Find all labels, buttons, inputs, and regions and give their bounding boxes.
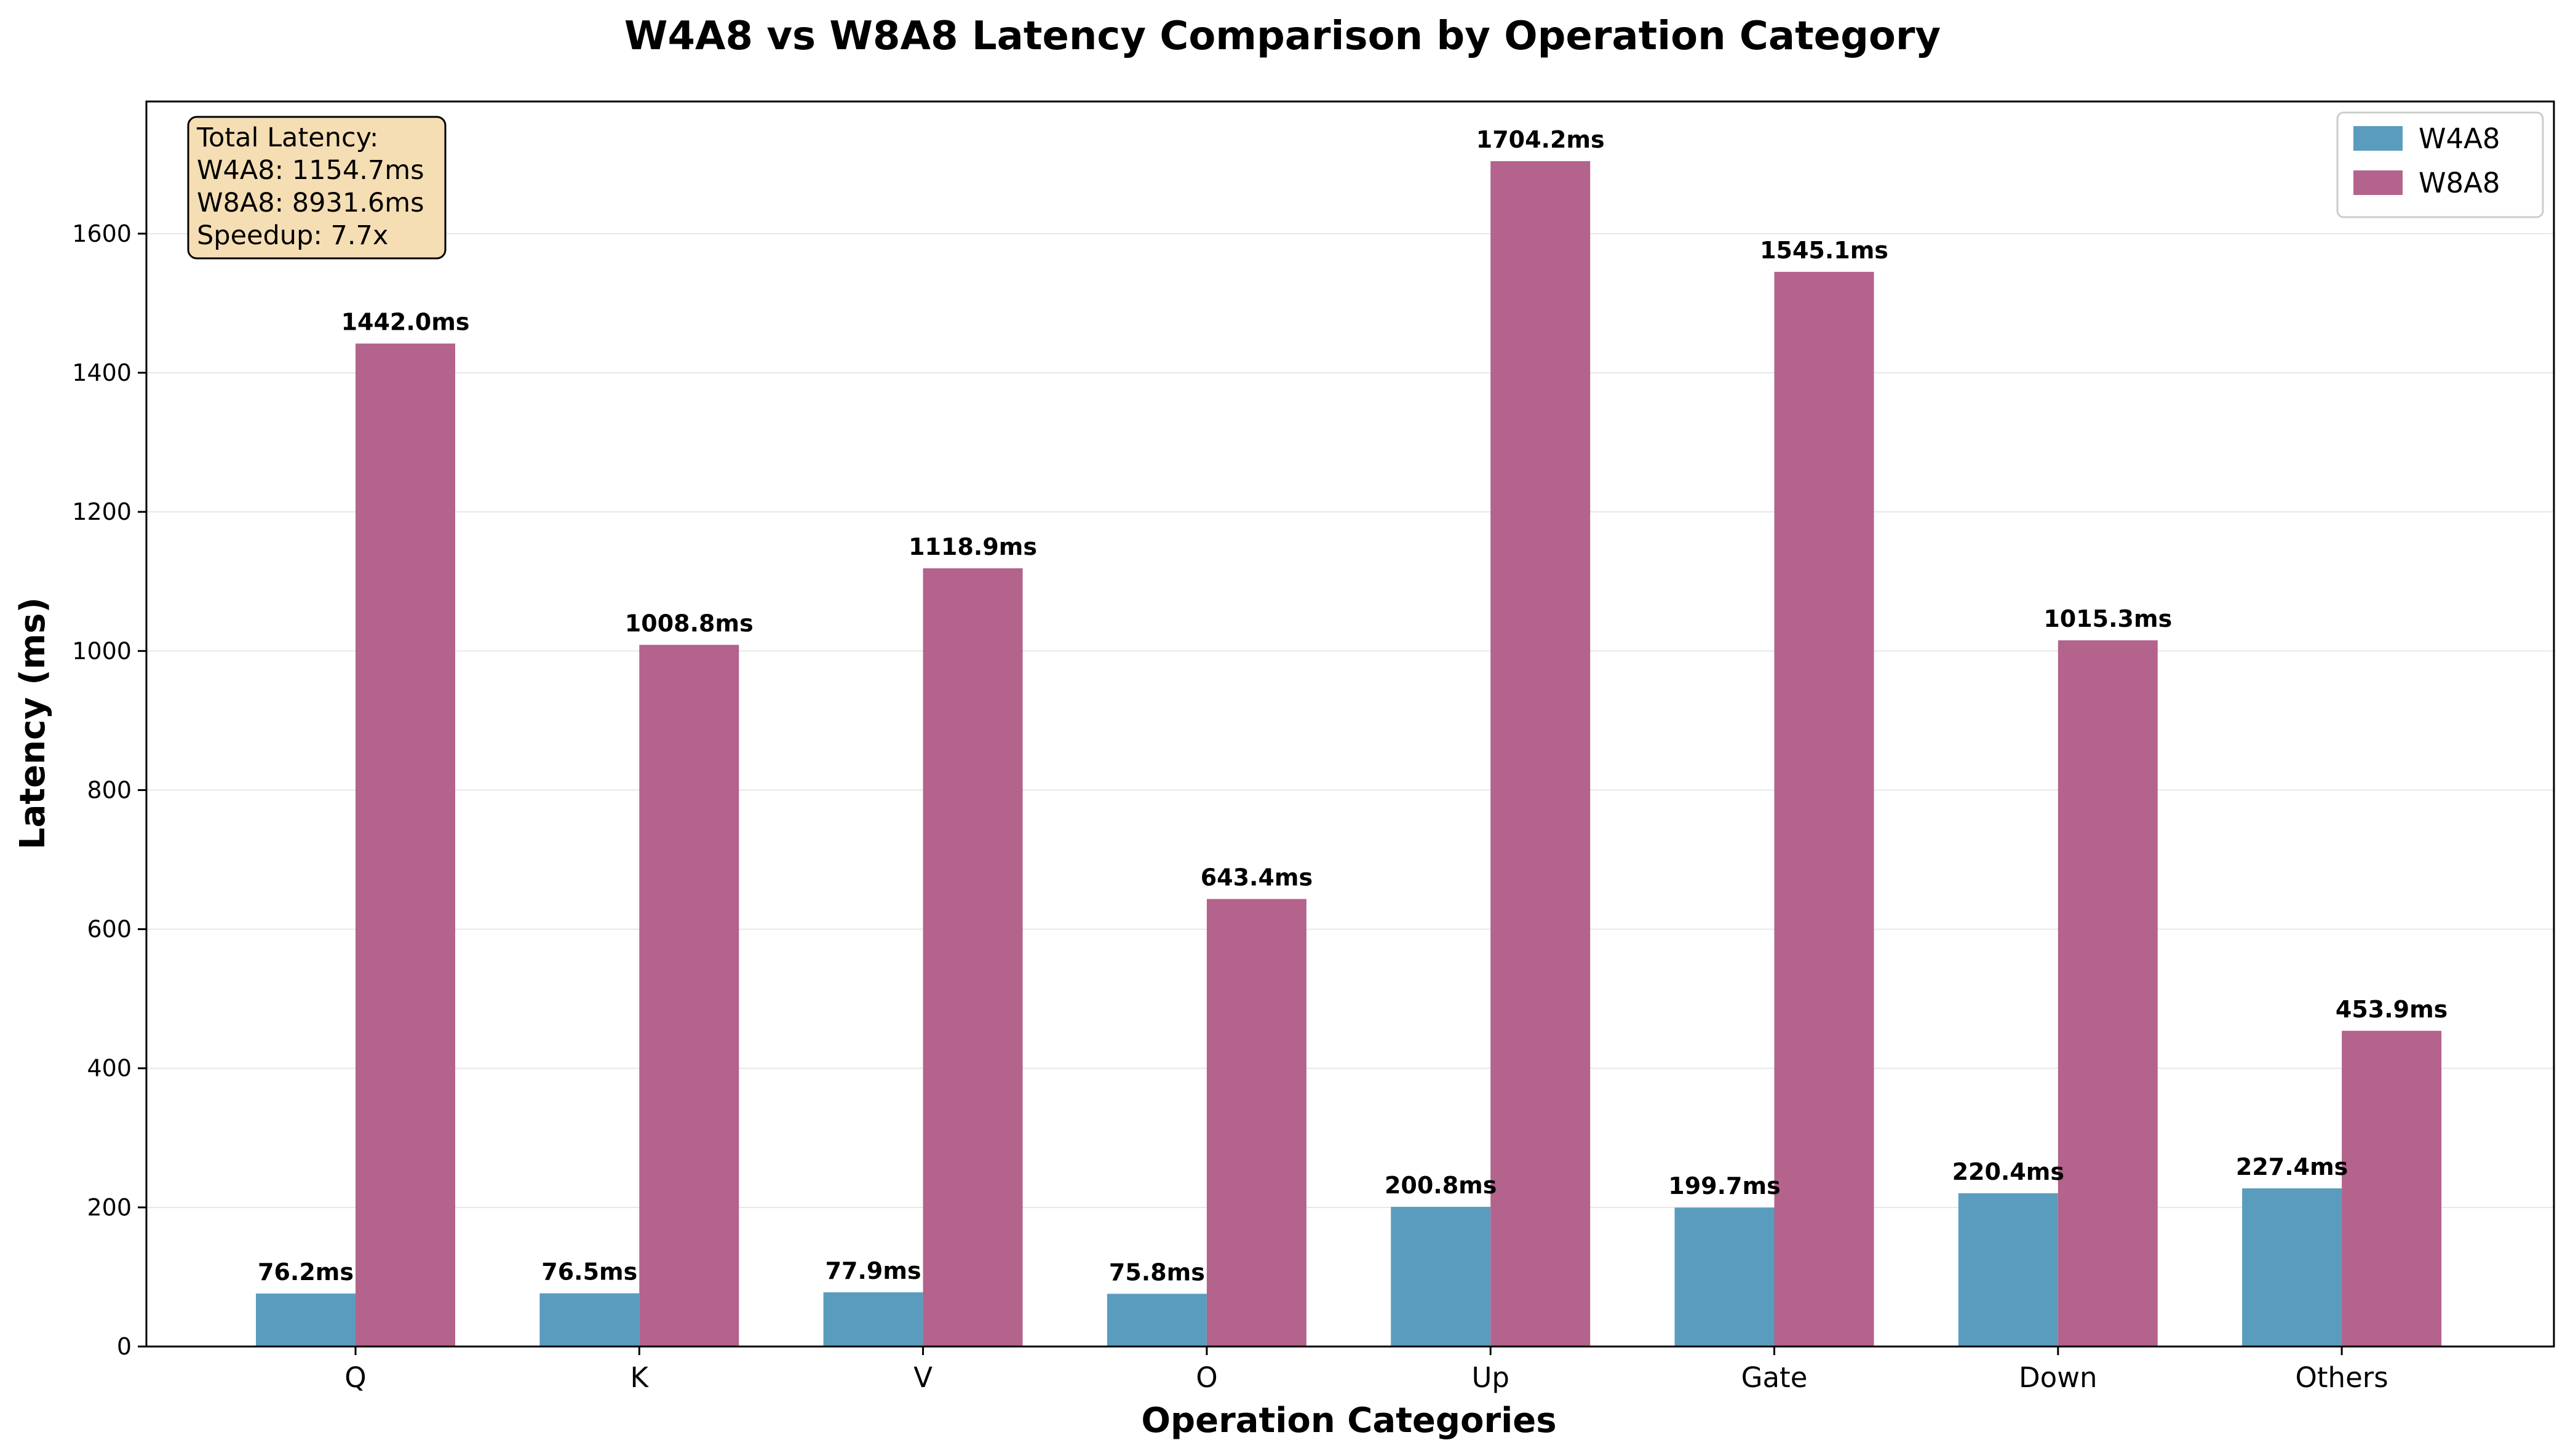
x-tick-label: K — [630, 1361, 650, 1394]
y-axis-ticks: 0 200 400 600 800 1000 1200 1400 1600 — [72, 220, 146, 1360]
data-label-w8a8: 1118.9ms — [909, 533, 1037, 560]
data-label-w4a8: 199.7ms — [1668, 1172, 1780, 1199]
y-tick-label: 1600 — [72, 220, 132, 247]
y-tick-label: 1000 — [72, 637, 132, 664]
y-tick-label: 0 — [117, 1333, 132, 1360]
y-tick-label: 200 — [87, 1194, 132, 1221]
bar-w4a8 — [823, 1292, 923, 1347]
data-label-w8a8: 1015.3ms — [2043, 605, 2172, 632]
data-label-w4a8: 77.9ms — [825, 1257, 921, 1284]
data-label-w4a8: 227.4ms — [2236, 1153, 2348, 1180]
bar-w4a8 — [1107, 1294, 1207, 1347]
bar-w8a8 — [1490, 161, 1591, 1347]
data-label-w8a8: 1442.0ms — [341, 308, 470, 335]
bar-w8a8 — [1206, 899, 1306, 1347]
bar-w4a8 — [1958, 1193, 2058, 1347]
chart-title: W4A8 vs W8A8 Latency Comparison by Opera… — [624, 14, 1941, 59]
data-label-w4a8: 220.4ms — [1952, 1158, 2064, 1185]
total-latency-box-background — [187, 116, 447, 260]
data-label-w8a8: 453.9ms — [2336, 996, 2448, 1023]
x-tick-label: V — [913, 1361, 933, 1394]
y-tick-label: 400 — [87, 1055, 132, 1082]
total-latency-line: Total Latency: — [196, 122, 378, 153]
bar-w4a8 — [256, 1293, 356, 1347]
legend: W4A8 W8A8 — [2336, 111, 2544, 218]
bar-w8a8 — [923, 568, 1023, 1347]
x-tick-label: Gate — [1741, 1361, 1808, 1394]
bar-w8a8 — [1774, 271, 1874, 1347]
bar-w4a8 — [1391, 1206, 1491, 1347]
total-latency-line: W8A8: 8931.6ms — [197, 188, 424, 218]
plot-frame — [145, 100, 2555, 1348]
legend-swatch-w8a8 — [2353, 170, 2403, 195]
x-tick-label: O — [1196, 1361, 1217, 1394]
bar-w8a8 — [356, 343, 455, 1347]
data-label-w4a8: 76.2ms — [258, 1259, 354, 1286]
legend-swatch-w4a8 — [2353, 126, 2403, 151]
y-tick-label: 800 — [87, 776, 132, 803]
y-tick-label: 1200 — [72, 498, 132, 525]
bars — [256, 161, 2442, 1347]
bar-w8a8 — [2342, 1030, 2442, 1347]
y-axis-label: Latency (ms) — [13, 597, 53, 849]
y-tick-label: 1400 — [72, 359, 132, 386]
total-latency-line: W4A8: 1154.7ms — [197, 155, 424, 186]
x-axis-label: Operation Categories — [1141, 1401, 1556, 1441]
data-label-w4a8: 75.8ms — [1109, 1259, 1205, 1286]
data-label-w8a8: 1704.2ms — [1476, 126, 1605, 153]
x-tick-label: Others — [2295, 1361, 2388, 1394]
x-tick-label: Up — [1471, 1361, 1509, 1394]
x-axis-ticks: Q K V O Up Gate Down Others — [344, 1347, 2388, 1394]
data-label-w4a8: 76.5ms — [541, 1258, 637, 1285]
x-tick-label: Q — [344, 1361, 366, 1394]
legend-label-w4a8: W4A8 — [2419, 122, 2500, 155]
legend-label-w8a8: W8A8 — [2419, 167, 2500, 199]
bar-w8a8 — [639, 645, 739, 1347]
data-labels: 76.2ms 76.5ms 77.9ms 75.8ms 200.8ms 199.7ms 22… — [258, 126, 2448, 1286]
bar-w4a8 — [2242, 1188, 2342, 1347]
data-label-w8a8: 1008.8ms — [625, 610, 754, 637]
data-label-w8a8: 643.4ms — [1201, 864, 1313, 891]
y-tick-label: 600 — [87, 916, 132, 943]
bar-w4a8 — [539, 1293, 640, 1347]
data-label-w8a8: 1545.1ms — [1760, 237, 1888, 264]
total-latency-line: Speedup: 7.7x — [197, 220, 388, 251]
x-tick-label: Down — [2019, 1361, 2098, 1394]
bar-w8a8 — [2058, 640, 2158, 1347]
bar-w4a8 — [1674, 1207, 1775, 1347]
data-label-w4a8: 200.8ms — [1385, 1172, 1497, 1199]
